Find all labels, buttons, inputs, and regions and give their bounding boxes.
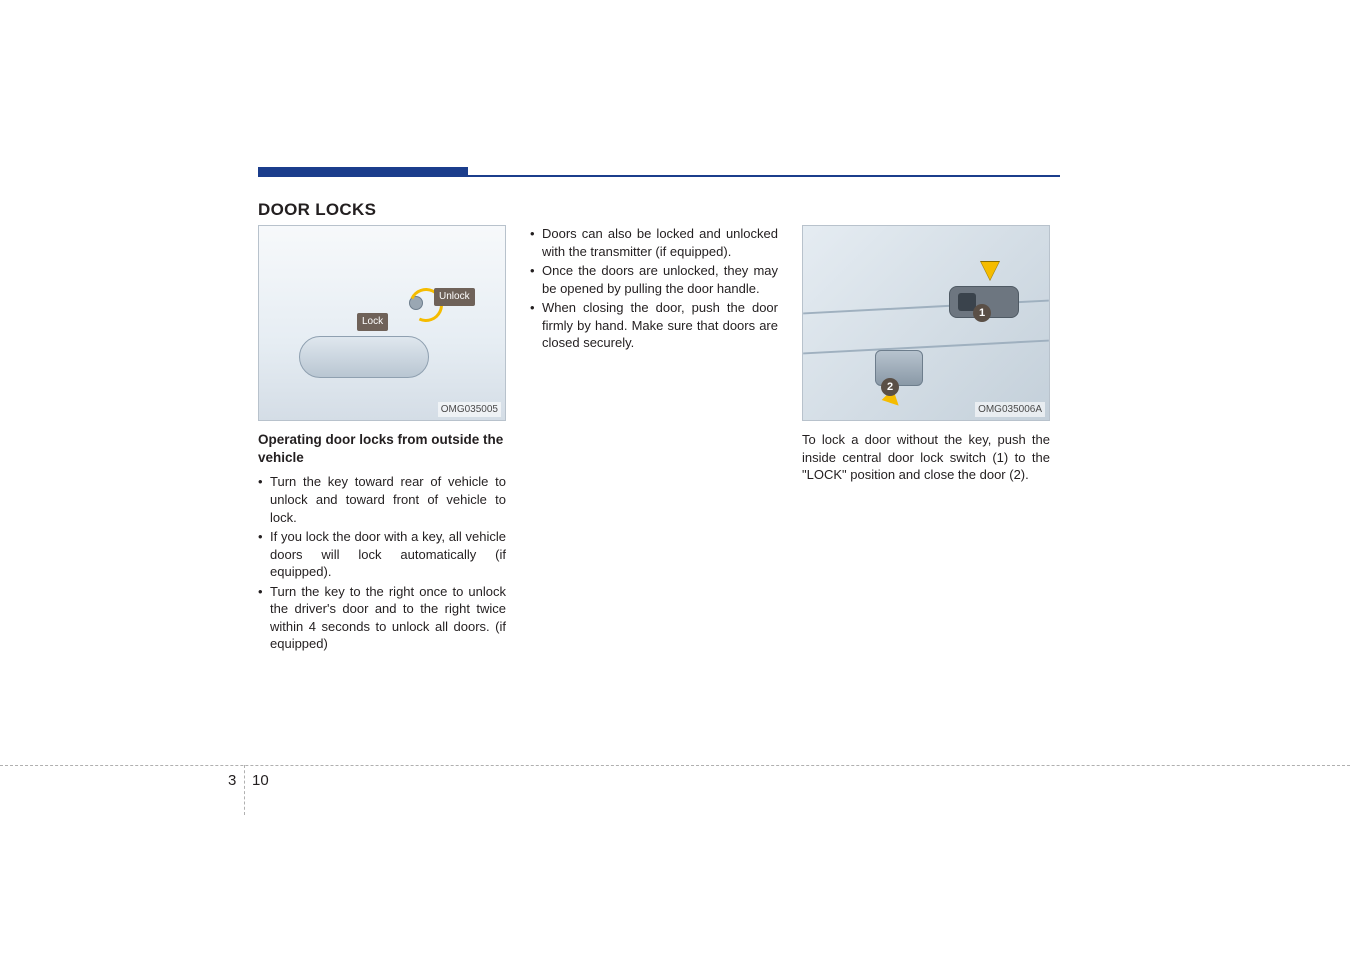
column-3: 1 2 OMG035006A To lock a door without th…	[802, 225, 1050, 484]
list-item: Doors can also be locked and unlocked wi…	[530, 225, 778, 260]
list-item: If you lock the door with a key, all veh…	[258, 528, 506, 581]
callout-badge-1: 1	[973, 304, 991, 322]
subheading-operating-locks: Operating door locks from outside the ve…	[258, 431, 506, 467]
bullet-list-col1: Turn the key toward rear of vehicle to u…	[258, 473, 506, 652]
arrow-down-icon	[981, 262, 999, 280]
figure-door-handle-key: Lock Unlock OMG035005	[258, 225, 506, 421]
figure-code: OMG035005	[438, 402, 501, 418]
list-item: Turn the key to the right once to unlock…	[258, 583, 506, 653]
footer-dash-vertical	[244, 765, 245, 815]
label-lock: Lock	[357, 313, 388, 331]
paragraph-lock-without-key: To lock a door without the key, push the…	[802, 431, 1050, 484]
section-title: DOOR LOCKS	[258, 200, 376, 220]
column-2: Doors can also be locked and unlocked wi…	[530, 225, 778, 354]
label-unlock: Unlock	[434, 288, 475, 306]
list-item: Turn the key toward rear of vehicle to u…	[258, 473, 506, 526]
column-1: Lock Unlock OMG035005 Operating door loc…	[258, 225, 506, 655]
page-number: 10	[252, 772, 269, 789]
page-chapter-number: 3	[228, 772, 236, 789]
door-panel-shape	[803, 226, 1049, 420]
footer-dash-horizontal	[0, 765, 1350, 766]
list-item: Once the doors are unlocked, they may be…	[530, 262, 778, 297]
header-rule-bold	[258, 167, 468, 177]
bullet-list-col2: Doors can also be locked and unlocked wi…	[530, 225, 778, 352]
figure-code: OMG035006A	[975, 402, 1045, 418]
list-item: When closing the door, push the door fir…	[530, 299, 778, 352]
door-handle-shape	[299, 336, 429, 378]
figure-interior-door-switch: 1 2 OMG035006A	[802, 225, 1050, 421]
callout-badge-2: 2	[881, 378, 899, 396]
